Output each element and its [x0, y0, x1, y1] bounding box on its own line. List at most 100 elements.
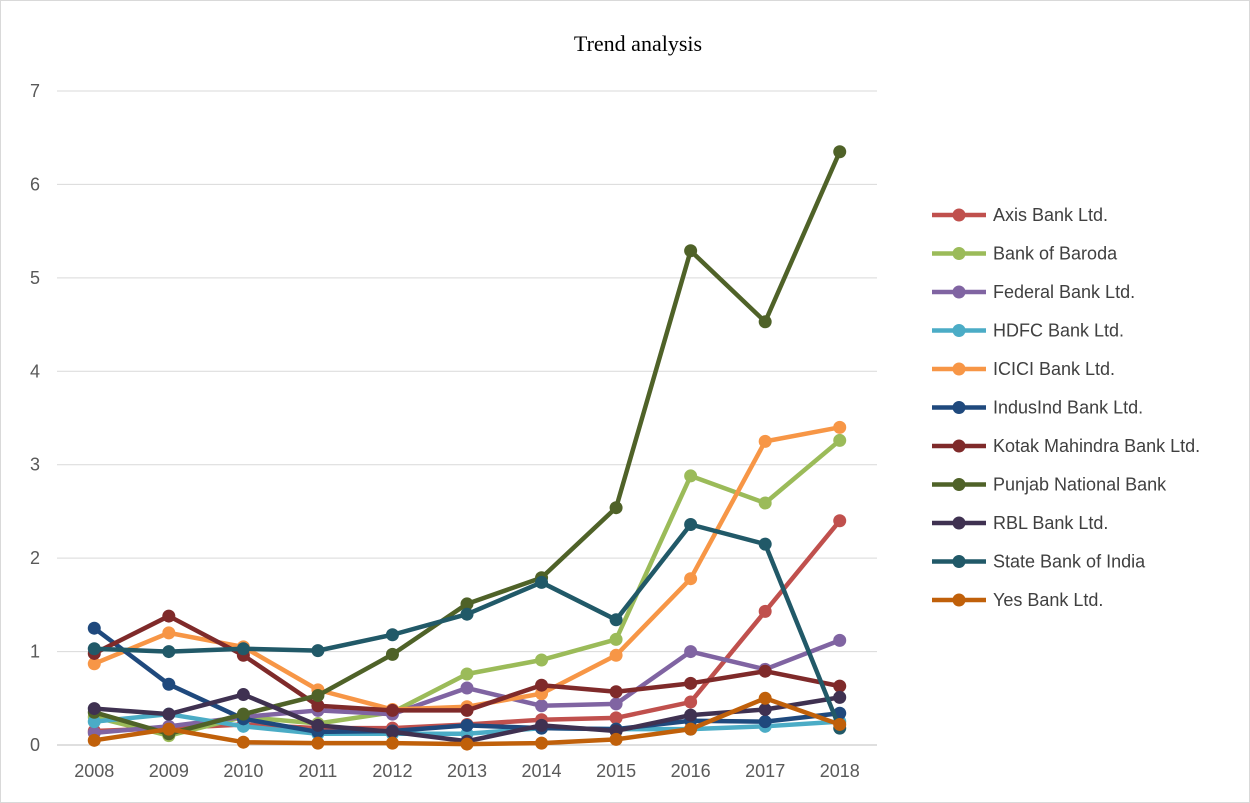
- legend-swatch-marker: [953, 247, 966, 260]
- data-point: [759, 665, 772, 678]
- data-point: [386, 737, 399, 750]
- data-point: [88, 622, 101, 635]
- x-tick-label: 2011: [299, 761, 338, 781]
- data-point: [759, 715, 772, 728]
- legend: Axis Bank Ltd. Bank of Baroda Federal Bank…: [932, 205, 1200, 610]
- data-point: [759, 315, 772, 328]
- data-point: [162, 723, 175, 736]
- legend-label: HDFC Bank Ltd.: [993, 321, 1124, 341]
- x-tick-label: 2013: [447, 761, 487, 781]
- data-point: [461, 667, 474, 680]
- data-point: [833, 718, 846, 731]
- data-point: [610, 711, 623, 724]
- data-point: [610, 733, 623, 746]
- series-line: [94, 427, 839, 709]
- data-point: [684, 645, 697, 658]
- legend-swatch-marker: [953, 286, 966, 299]
- data-point: [684, 696, 697, 709]
- legend-item: Bank of Baroda: [932, 244, 1118, 264]
- data-point: [759, 538, 772, 551]
- data-point: [162, 626, 175, 639]
- data-point: [386, 628, 399, 641]
- data-point: [535, 679, 548, 692]
- x-tick-label: 2017: [745, 761, 785, 781]
- data-point: [311, 689, 324, 702]
- data-point: [610, 613, 623, 626]
- data-point: [535, 737, 548, 750]
- gridlines: [57, 91, 877, 745]
- data-point: [88, 734, 101, 747]
- data-point: [684, 244, 697, 257]
- legend-swatch-marker: [953, 209, 966, 222]
- data-point: [833, 691, 846, 704]
- chart-title: Trend analysis: [574, 31, 702, 56]
- y-tick-label: 2: [30, 548, 40, 568]
- data-point: [162, 708, 175, 721]
- series-line: [94, 525, 839, 729]
- y-tick-label: 4: [30, 361, 40, 381]
- data-point: [684, 723, 697, 736]
- x-tick-label: 2014: [522, 761, 562, 781]
- data-point: [833, 145, 846, 158]
- data-point: [684, 709, 697, 722]
- legend-item: RBL Bank Ltd.: [932, 513, 1108, 533]
- legend-label: RBL Bank Ltd.: [993, 513, 1108, 533]
- x-axis-labels: 2008 2009 2010 2011 2012 2013 2014 2015 2016 2017…: [74, 761, 860, 781]
- legend-label: Bank of Baroda: [993, 244, 1118, 264]
- legend-swatch-marker: [953, 555, 966, 568]
- x-tick-label: 2009: [149, 761, 189, 781]
- data-point: [461, 608, 474, 621]
- data-point: [461, 738, 474, 751]
- data-point: [610, 697, 623, 710]
- legend-label: Yes Bank Ltd.: [993, 590, 1103, 610]
- data-point: [610, 649, 623, 662]
- legend-swatch-marker: [953, 517, 966, 530]
- data-point: [237, 688, 250, 701]
- legend-label: ICICI Bank Ltd.: [993, 359, 1115, 379]
- data-point: [535, 699, 548, 712]
- data-point: [237, 708, 250, 721]
- legend-item: Punjab National Bank: [932, 475, 1167, 495]
- data-point: [759, 703, 772, 716]
- x-tick-label: 2010: [223, 761, 263, 781]
- x-tick-label: 2008: [74, 761, 114, 781]
- data-point: [88, 702, 101, 715]
- y-tick-label: 0: [30, 735, 40, 755]
- legend-swatch-marker: [953, 363, 966, 376]
- data-point: [386, 648, 399, 661]
- y-tick-label: 5: [30, 268, 40, 288]
- data-point: [610, 685, 623, 698]
- data-point: [311, 644, 324, 657]
- legend-item: HDFC Bank Ltd.: [932, 321, 1124, 341]
- legend-label: Punjab National Bank: [993, 475, 1167, 495]
- data-point: [684, 518, 697, 531]
- legend-item: Yes Bank Ltd.: [932, 590, 1103, 610]
- data-point: [759, 497, 772, 510]
- legend-item: Axis Bank Ltd.: [932, 205, 1108, 225]
- data-point: [833, 421, 846, 434]
- data-point: [237, 736, 250, 749]
- series-line: [94, 152, 839, 734]
- data-point: [461, 719, 474, 732]
- legend-item: ICICI Bank Ltd.: [932, 359, 1115, 379]
- y-tick-label: 7: [30, 81, 40, 101]
- data-point: [237, 642, 250, 655]
- data-point: [684, 677, 697, 690]
- data-point: [759, 692, 772, 705]
- data-point: [461, 682, 474, 695]
- data-point: [162, 645, 175, 658]
- legend-swatch-marker: [953, 324, 966, 337]
- data-point: [833, 680, 846, 693]
- data-point: [535, 719, 548, 732]
- legend-label: Federal Bank Ltd.: [993, 282, 1135, 302]
- y-tick-label: 1: [30, 642, 40, 662]
- y-tick-label: 3: [30, 455, 40, 475]
- x-tick-label: 2012: [372, 761, 412, 781]
- data-point: [684, 572, 697, 585]
- legend-swatch-marker: [953, 478, 966, 491]
- data-point: [833, 434, 846, 447]
- data-point: [833, 514, 846, 527]
- data-point: [162, 678, 175, 691]
- data-point: [759, 435, 772, 448]
